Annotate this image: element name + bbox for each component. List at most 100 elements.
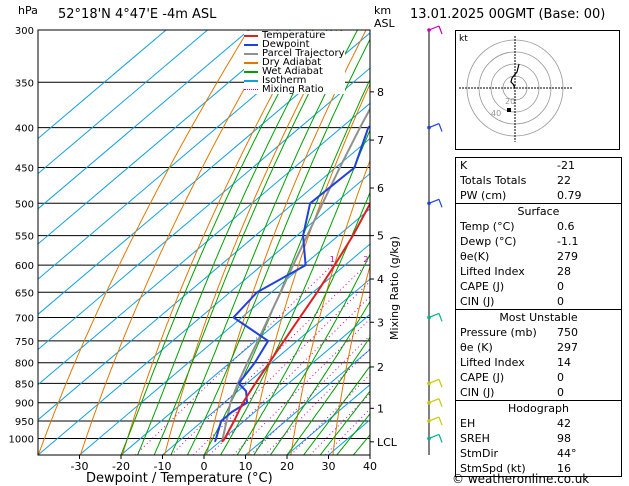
legend-swatch <box>244 61 258 64</box>
unstable-value: 297 <box>557 341 578 354</box>
legend-label: Dry Adiabat <box>262 56 322 68</box>
legend-item: Parcel Trajectory <box>244 48 345 58</box>
temperature-line <box>221 201 370 443</box>
isotherm-line <box>38 172 370 455</box>
pressure-tick-label: 900 <box>15 399 34 410</box>
dry-adiabat-line <box>290 159 370 455</box>
surface-label: Dewp (°C) <box>460 235 517 248</box>
wind-barb-flag <box>438 416 443 426</box>
datetime-title: 13.01.2025 00GMT (Base: 00) <box>410 7 606 22</box>
km-tick-label: 2 <box>377 361 384 374</box>
legend-swatch <box>244 70 258 73</box>
wet-adiabat-line <box>186 38 370 455</box>
index-label: K <box>460 159 468 172</box>
mixing-ratio-axis-title: Mixing Ratio (g/kg) <box>388 236 401 340</box>
index-value: -21 <box>557 159 575 172</box>
hodo-label: EH <box>460 417 476 430</box>
wind-barb-staff <box>428 416 440 422</box>
dry-adiabat-line <box>122 30 308 455</box>
index-label: PW (cm) <box>460 189 507 202</box>
wind-barb-flag <box>438 434 443 443</box>
wet-adiabat-line <box>303 365 370 455</box>
isotherm-line <box>38 30 167 140</box>
pressure-tick-label: 950 <box>15 417 34 428</box>
km-axis-label: km <box>374 4 392 17</box>
isotherm-line <box>38 102 370 386</box>
x-tick-label: -30 <box>71 460 89 473</box>
dry-adiabat-line <box>79 30 279 455</box>
surface-section-title: Surface <box>456 203 621 219</box>
isotherm-line <box>38 30 333 280</box>
unstable-label: CAPE (J) <box>460 371 505 384</box>
km-tick-label: 7 <box>377 134 384 147</box>
surface-label: Temp (°C) <box>460 220 515 233</box>
wet-adiabat-line <box>120 30 314 455</box>
surface-label: θe(K) <box>460 250 490 263</box>
wind-barb <box>427 198 443 208</box>
wind-barb <box>427 398 443 407</box>
index-row: PW (cm) 0.79 <box>456 188 621 203</box>
wet-adiabat-line <box>236 191 370 455</box>
wet-adiabat-line <box>253 253 370 455</box>
legend: Temperature Dewpoint Parcel Trajectory Dry … <box>244 30 345 94</box>
pressure-tick-label: 550 <box>15 232 34 243</box>
legend-item: Wet Adiabat <box>244 65 345 77</box>
surface-label: Lifted Index <box>460 265 525 278</box>
isotherm-line <box>79 208 370 455</box>
legend-swatch <box>244 52 258 55</box>
hodo-label: StmSpd (kt) <box>460 462 526 475</box>
hodo-row: EH 42 <box>456 416 621 431</box>
x-tick-label: 40 <box>363 460 377 473</box>
surface-value: 0.6 <box>557 220 575 233</box>
hodo-label: SREH <box>460 432 490 445</box>
wind-barb <box>427 123 443 132</box>
wind-barb-staff <box>428 398 440 404</box>
mixing-ratio-label: 6 <box>422 255 427 264</box>
legend-item: Isotherm <box>244 74 345 86</box>
surface-value: 28 <box>557 265 571 278</box>
unstable-value: 750 <box>557 326 578 339</box>
parcel-trajectory-line <box>221 106 370 443</box>
hodo-value: 44° <box>557 447 577 460</box>
surface-row: CAPE (J) 0 <box>456 279 621 294</box>
legend-label: Isotherm <box>262 74 307 86</box>
pressure-tick-label: 400 <box>15 124 34 135</box>
wind-barb-flag <box>438 379 443 388</box>
pressure-tick-label: 750 <box>15 337 34 348</box>
surface-label: CIN (J) <box>460 295 495 308</box>
x-tick-label: 0 <box>201 460 208 473</box>
unstable-value: 0 <box>557 371 564 384</box>
unstable-row: Pressure (mb) 750 <box>456 325 621 340</box>
isotherm-line <box>38 137 370 421</box>
wet-adiabat-line <box>153 30 343 455</box>
surface-label: CAPE (J) <box>460 280 505 293</box>
unstable-row: CIN (J) 0 <box>456 385 621 400</box>
wind-barb-staff <box>428 123 440 129</box>
legend-swatch <box>244 34 258 37</box>
legend-label: Wet Adiabat <box>262 65 323 77</box>
index-row: Totals Totals 22 <box>456 173 621 188</box>
wet-adiabat-line <box>269 300 370 455</box>
wind-barb-staff <box>428 198 440 204</box>
legend-item: Dry Adiabat <box>244 56 345 68</box>
surface-value: 0 <box>557 295 564 308</box>
unstable-row: CAPE (J) 0 <box>456 370 621 385</box>
hodo-row: SREH 98 <box>456 431 621 446</box>
mixing-ratio-label: 8 <box>438 255 443 264</box>
legend-item: Dewpoint <box>244 39 345 49</box>
isotherm-line <box>38 67 370 351</box>
mixing-ratio-line <box>192 280 370 455</box>
wet-adiabat-line <box>319 390 370 455</box>
unstable-label: Lifted Index <box>460 356 525 369</box>
hodo-value: 98 <box>557 432 571 445</box>
surface-row: CIN (J) 0 <box>456 294 621 309</box>
pressure-tick-label: 650 <box>15 288 34 299</box>
hodograph-unit-label: kt <box>459 34 468 44</box>
dry-adiabat-line <box>332 264 370 455</box>
asl-axis-label: ASL <box>374 17 395 30</box>
index-row: K -21 <box>456 158 621 173</box>
mixing-ratio-line <box>209 295 370 455</box>
wet-adiabat-line <box>137 30 328 455</box>
location-title: 52°18'N 4°47'E -4m ASL <box>58 7 217 22</box>
pressure-tick-label: 1000 <box>9 434 34 445</box>
